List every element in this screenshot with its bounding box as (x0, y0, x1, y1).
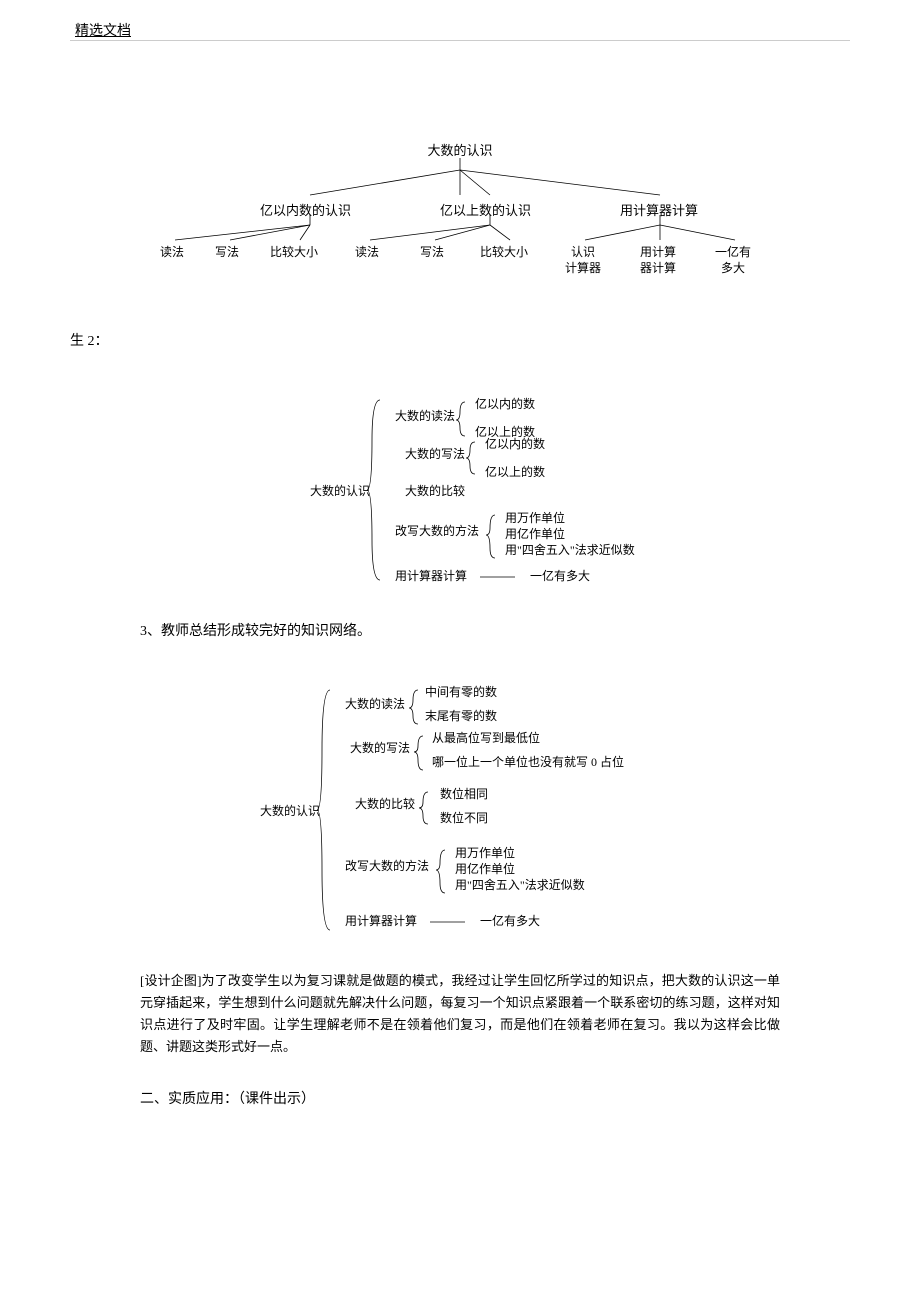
svg-text:用万作单位: 用万作单位 (455, 845, 515, 860)
svg-text:大数的写法: 大数的写法 (405, 446, 465, 461)
bracket-diagram-1: 大数的认识 大数的读法 亿以内的数 亿以上的数 大数的写法 亿以内的数 亿以上的… (70, 380, 850, 590)
tree-l3-item: 读法 (160, 245, 184, 261)
section2-title: 二、实质应用：（课件出示） (140, 1088, 850, 1108)
svg-text:从最高位写到最低位: 从最高位写到最低位 (432, 730, 540, 745)
svg-text:数位不同: 数位不同 (440, 810, 488, 825)
tree-l3-item: 比较大小 (270, 245, 318, 261)
svg-text:亿以内的数: 亿以内的数 (485, 436, 545, 451)
design-intent: [设计企图]为了改变学生以为复习课就是做题的模式，我经过让学生回忆所学过的知识点… (140, 970, 780, 1058)
bracket2-svg: 大数的认识 大数的读法 中间有零的数 末尾有零的数 大数的写法 从最高位写到最低… (180, 670, 740, 940)
tree-l2-item: 亿以上数的认识 (440, 200, 531, 219)
svg-text:末尾有零的数: 末尾有零的数 (425, 708, 497, 723)
svg-text:用亿作单位: 用亿作单位 (505, 526, 565, 541)
svg-text:中间有零的数: 中间有零的数 (425, 684, 497, 699)
tree-l3-item: 写法 (215, 245, 239, 261)
svg-text:用"四舍五入"法求近似数: 用"四舍五入"法求近似数 (455, 877, 585, 892)
svg-text:数位相同: 数位相同 (440, 786, 488, 801)
svg-text:哪一位上一个单位也没有就写 0 占位: 哪一位上一个单位也没有就写 0 占位 (432, 754, 624, 769)
tree-diagram: 大数的认识 亿以内数的认识 亿以上数的认识 用计算器计算 读法 写法 比较大小 … (160, 140, 760, 300)
bracket-diagram-2: 大数的认识 大数的读法 中间有零的数 末尾有零的数 大数的写法 从最高位写到最低… (70, 670, 850, 940)
tree-l3-item: 认识计算器 (565, 245, 601, 276)
svg-text:用计算器计算: 用计算器计算 (395, 568, 467, 583)
svg-text:一亿有多大: 一亿有多大 (480, 913, 540, 928)
svg-text:大数的写法: 大数的写法 (350, 740, 410, 755)
svg-text:大数的认识: 大数的认识 (260, 803, 320, 818)
svg-text:用亿作单位: 用亿作单位 (455, 861, 515, 876)
svg-text:大数的比较: 大数的比较 (405, 483, 465, 498)
svg-text:大数的比较: 大数的比较 (355, 796, 415, 811)
b1-root: 大数的认识 (310, 483, 370, 498)
tree-l3-item: 一亿有多大 (715, 245, 751, 276)
bracket1-svg: 大数的认识 大数的读法 亿以内的数 亿以上的数 大数的写法 亿以内的数 亿以上的… (200, 380, 720, 590)
svg-text:大数的读法: 大数的读法 (345, 696, 405, 711)
tree-l2-item: 用计算器计算 (620, 200, 698, 219)
svg-text:改写大数的方法: 改写大数的方法 (345, 858, 429, 873)
svg-text:用"四舍五入"法求近似数: 用"四舍五入"法求近似数 (505, 542, 635, 557)
tree-l3-item: 读法 (355, 245, 379, 261)
tree-l3-item: 用计算器计算 (640, 245, 676, 276)
tree-l3-item: 写法 (420, 245, 444, 261)
content-area: 大数的认识 亿以内数的认识 亿以上数的认识 用计算器计算 读法 写法 比较大小 … (70, 50, 850, 1118)
svg-text:用万作单位: 用万作单位 (505, 510, 565, 525)
svg-text:大数的读法: 大数的读法 (395, 408, 455, 423)
header-link[interactable]: 精选文档 (75, 20, 131, 40)
svg-text:亿以内的数: 亿以内的数 (475, 396, 535, 411)
section3-text: 3、教师总结形成较完好的知识网络。 (140, 620, 850, 640)
student2-label: 生 2： (70, 330, 850, 350)
header-divider (70, 40, 850, 41)
tree-l3-item: 比较大小 (480, 245, 528, 261)
svg-text:改写大数的方法: 改写大数的方法 (395, 523, 479, 538)
svg-text:用计算器计算: 用计算器计算 (345, 913, 417, 928)
svg-text:一亿有多大: 一亿有多大 (530, 568, 590, 583)
svg-text:亿以上的数: 亿以上的数 (485, 464, 545, 479)
tree-root: 大数的认识 (427, 140, 492, 159)
tree-l2-item: 亿以内数的认识 (260, 200, 351, 219)
